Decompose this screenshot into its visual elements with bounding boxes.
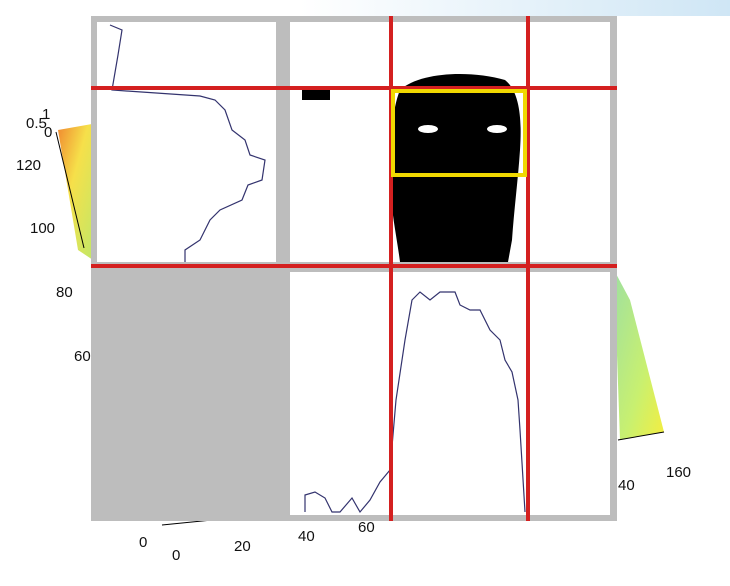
- vertical-profile-panel: [97, 22, 276, 262]
- screenshot: 0.5 1 0 120 100 80 60 0 0 20 40 60 40 16…: [0, 0, 730, 586]
- axis-label: 0: [139, 534, 147, 551]
- eye: [418, 125, 438, 133]
- axis-label: 0: [44, 124, 52, 141]
- axis-label: 60: [358, 519, 375, 536]
- window-strip: [300, 0, 730, 16]
- axis-label: 160: [666, 464, 691, 481]
- axis-label: 120: [16, 157, 41, 174]
- axis-label: 20: [234, 538, 251, 555]
- axis-label: 100: [30, 220, 55, 237]
- surface-right: [614, 270, 664, 440]
- axis-label: 1: [42, 106, 50, 123]
- axis-label: 40: [298, 528, 315, 545]
- face-blob: [391, 74, 521, 262]
- eye: [487, 125, 507, 133]
- surface-left: [58, 124, 96, 262]
- axis-label: 80: [56, 284, 73, 301]
- axis-label: 0: [172, 547, 180, 564]
- axis-label: 40: [618, 477, 635, 494]
- axis-label: 60: [74, 348, 91, 365]
- horizontal-profile-panel: [290, 272, 610, 515]
